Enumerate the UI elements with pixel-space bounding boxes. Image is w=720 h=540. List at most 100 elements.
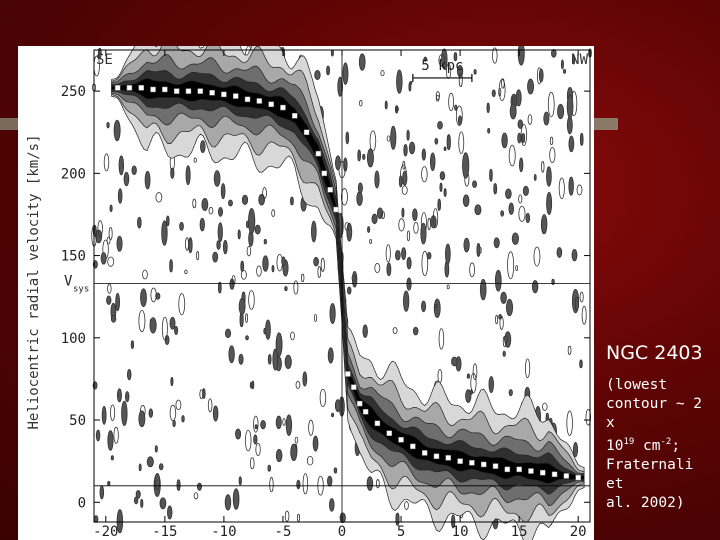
noise-contour	[571, 249, 578, 262]
noise-contour	[384, 100, 388, 110]
rotation-curve-point	[433, 453, 440, 459]
noise-contour	[262, 187, 267, 200]
noise-contour	[218, 206, 223, 217]
noise-contour	[462, 152, 470, 179]
noise-contour	[366, 476, 374, 491]
noise-contour	[423, 56, 428, 62]
noise-contour	[426, 252, 432, 260]
noise-contour	[518, 205, 526, 222]
corner-label-nw: NW	[571, 52, 588, 68]
noise-contour	[253, 434, 258, 445]
noise-contour	[469, 262, 476, 278]
noise-contour	[113, 119, 121, 142]
noise-contour	[551, 48, 557, 58]
y-axis-label: Heliocentric radial velocity [km/s]	[26, 134, 42, 429]
noise-contour	[473, 69, 477, 75]
noise-contour	[238, 353, 244, 365]
noise-contour	[138, 463, 142, 472]
note-line-4: Fraternali et	[606, 456, 694, 492]
noise-contour	[290, 443, 298, 462]
noise-contour	[500, 291, 507, 304]
noise-contour	[511, 232, 519, 245]
rotation-curve-point	[563, 473, 570, 479]
noise-contour	[326, 65, 330, 76]
noise-contour	[369, 130, 377, 152]
x-tick-label: 0	[338, 524, 346, 540]
noise-contour	[260, 419, 266, 430]
noise-contour	[308, 419, 314, 436]
noise-contour	[253, 415, 259, 433]
noise-contour	[155, 292, 161, 300]
noise-contour	[272, 348, 279, 371]
noise-contour	[433, 298, 441, 318]
rotation-curve-point	[150, 86, 156, 93]
noise-contour	[568, 135, 575, 153]
noise-contour	[232, 488, 240, 510]
noise-contour	[359, 100, 363, 107]
noise-contour	[495, 314, 499, 325]
y-tick-label: 100	[61, 331, 86, 347]
noise-contour	[125, 391, 130, 403]
noise-contour	[188, 237, 193, 254]
noise-contour	[500, 210, 505, 217]
noise-contour	[439, 171, 446, 181]
rotation-curve-point	[492, 463, 499, 469]
noise-contour	[439, 182, 443, 192]
noise-contour	[451, 514, 456, 529]
noise-contour	[503, 335, 508, 343]
noise-contour	[295, 380, 301, 389]
x-tick-label: -5	[275, 524, 292, 540]
noise-contour	[113, 426, 119, 444]
vsys-label: V	[64, 274, 73, 290]
noise-contour	[140, 498, 144, 508]
noise-contour	[507, 251, 515, 280]
noise-contour	[501, 78, 505, 89]
noise-contour	[371, 213, 378, 225]
contour-note: (lowest contour ~ 2 x 1019 cm-2; Fratern…	[606, 376, 718, 513]
noise-contour	[462, 194, 470, 207]
noise-contour	[237, 229, 241, 240]
noise-contour	[568, 176, 574, 196]
noise-contour	[489, 168, 493, 182]
noise-contour	[201, 198, 209, 211]
noise-contour	[345, 131, 350, 145]
noise-contour	[538, 68, 544, 83]
noise-contour	[398, 175, 403, 188]
noise-contour	[438, 328, 445, 350]
noise-contour	[238, 476, 242, 486]
noise-contour	[269, 476, 274, 493]
noise-contour	[427, 217, 431, 231]
noise-contour	[262, 255, 269, 272]
noise-contour	[351, 275, 356, 282]
noise-contour	[541, 214, 548, 235]
noise-contour	[193, 157, 197, 163]
y-tick-label: 0	[78, 495, 86, 511]
noise-contour	[97, 220, 103, 237]
noise-contour	[541, 161, 545, 173]
noise-contour	[146, 456, 154, 468]
pv-diagram-chart: -20-15-10-505101520050100150200250VsysDi…	[26, 46, 592, 540]
noise-contour	[217, 222, 223, 243]
noise-contour	[396, 69, 403, 94]
noise-contour	[571, 55, 576, 65]
noise-contour	[576, 184, 583, 196]
noise-contour	[375, 479, 380, 489]
rotation-curve-point	[303, 129, 310, 135]
noise-contour	[327, 347, 334, 364]
noise-contour	[533, 246, 541, 267]
note-unit: cm	[634, 437, 661, 454]
noise-contour	[420, 222, 427, 245]
rotation-curve-point	[280, 104, 286, 111]
rotation-curve-point	[445, 455, 452, 461]
noise-contour	[465, 389, 472, 403]
noise-contour	[357, 149, 361, 162]
noise-contour	[408, 141, 416, 155]
noise-contour	[542, 402, 548, 411]
noise-contour	[176, 479, 181, 492]
rotation-curve-point	[386, 430, 392, 436]
noise-contour	[149, 317, 157, 334]
slide-accent-bar-right	[593, 118, 618, 130]
noise-contour	[296, 513, 301, 522]
noise-contour	[560, 59, 564, 70]
noise-contour	[508, 144, 516, 167]
